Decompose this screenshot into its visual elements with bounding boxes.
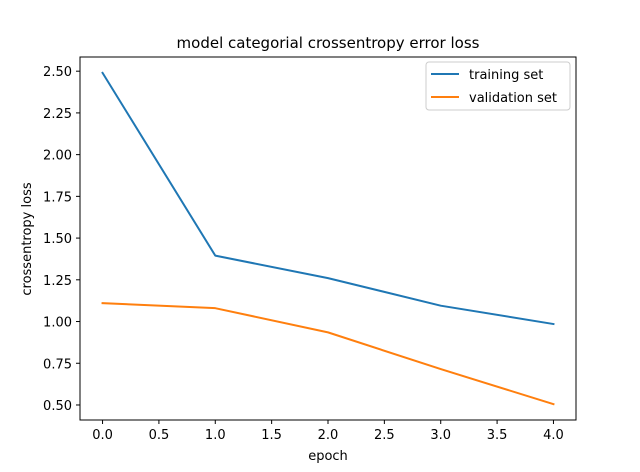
x-tick-label: 1.0 xyxy=(205,428,226,443)
legend-box xyxy=(425,61,571,111)
y-tick-label: 1.00 xyxy=(43,316,72,331)
series-lines xyxy=(101,71,555,406)
y-tick-label: 1.25 xyxy=(43,274,72,289)
y-tick-label: 0.75 xyxy=(43,357,72,372)
y-tick-label: 2.50 xyxy=(43,65,72,80)
x-tick-label: 0.5 xyxy=(149,428,170,443)
x-tick-label: 0.0 xyxy=(92,428,113,443)
y-tick-label: 0.50 xyxy=(43,399,72,414)
x-tick-label: 3.5 xyxy=(487,428,508,443)
series-line-validation-set xyxy=(101,302,555,406)
series-line-training-set xyxy=(101,71,555,326)
x-tick-label: 3.0 xyxy=(430,428,451,443)
legend-label: validation set xyxy=(469,91,557,106)
chart-title: model categorial crossentropy error loss xyxy=(177,34,480,52)
x-tick-label: 2.5 xyxy=(374,428,395,443)
legend-label: training set xyxy=(469,68,543,83)
y-tick-label: 2.25 xyxy=(43,107,72,122)
y-tick-label: 1.75 xyxy=(43,190,72,205)
x-axis-label: epoch xyxy=(308,449,348,464)
legend: training set validation set xyxy=(425,61,571,111)
x-tick-label: 1.5 xyxy=(261,428,282,443)
x-axis: 0.0 0.5 1.0 1.5 2.0 2.5 3.0 3.5 4.0 xyxy=(92,420,564,443)
y-tick-label: 2.00 xyxy=(43,149,72,164)
x-tick-label: 2.0 xyxy=(318,428,339,443)
x-tick-label: 4.0 xyxy=(543,428,564,443)
y-axis: 0.50 0.75 1.00 1.25 1.50 1.75 2.00 2.25 2.50 xyxy=(43,65,80,414)
y-tick-label: 1.50 xyxy=(43,232,72,247)
plot-frame xyxy=(79,56,577,421)
y-axis-label: crossentropy loss xyxy=(20,182,35,295)
